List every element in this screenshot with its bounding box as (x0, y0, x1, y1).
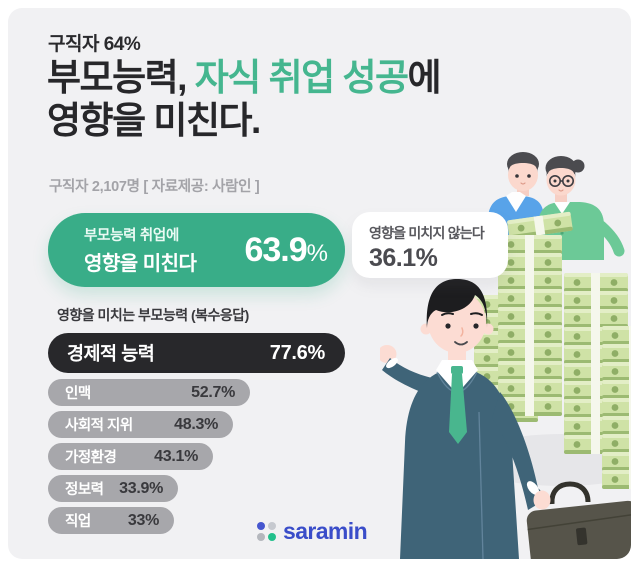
disagree-stat-card: 영향을 미치지 않는다 36.1% (352, 212, 508, 278)
survey-source: 구직자 2,107명 [ 자료제공: 사람인 ] (49, 179, 260, 195)
title-highlight: 자식 취업 성공 (194, 57, 409, 98)
ability-bar: 사회적 지위 48.3% (48, 411, 233, 438)
bar-label: 인맥 (65, 386, 91, 402)
ability-bar: 가정환경 43.1% (48, 443, 213, 470)
page-title: 부모능력, 자식 취업 성공에 영향을 미친다. (47, 56, 442, 143)
infographic-panel: 구직자 64% 부모능력, 자식 취업 성공에 영향을 미친다. 구직자 2,1… (8, 8, 631, 559)
bar-label: 가정환경 (65, 450, 117, 466)
agree-label-line2: 영향을 미친다 (84, 253, 197, 275)
bar-value: 77.6% (269, 341, 326, 364)
ability-bar: 인맥 52.7% (48, 379, 250, 406)
bar-label: 사회적 지위 (65, 418, 133, 434)
ability-bar: 직업 33% (48, 507, 174, 534)
title-prefix: 부모능력, (47, 57, 195, 98)
ability-bar: 경제적 능력 77.6% (48, 333, 345, 373)
ability-bars: 경제적 능력 77.6% 인맥 52.7% 사회적 지위 48.3% 가정환경 43.1% 정보… (48, 333, 345, 539)
illustration (380, 152, 631, 559)
ability-bar: 정보력 33.9% (48, 475, 178, 502)
agree-value: 63.9% (244, 230, 328, 269)
saramin-logo-text: saramin (283, 518, 368, 544)
bar-label: 경제적 능력 (67, 343, 155, 364)
brand-dot (268, 522, 276, 530)
bar-label: 정보력 (65, 482, 104, 498)
percent-sign: % (306, 239, 328, 267)
brand-dot (268, 533, 276, 541)
saramin-dots-icon (257, 522, 276, 541)
bar-value: 33.9% (119, 479, 163, 497)
agree-label-line1: 부모능력 취업에 (84, 228, 180, 244)
disagree-value: 36.1% (369, 244, 438, 272)
job-seeker-illustration (380, 279, 631, 559)
bar-value: 48.3% (174, 415, 218, 433)
agree-label: 부모능력 취업에 영향을 미친다 (84, 224, 197, 276)
agree-stat-card: 부모능력 취업에 영향을 미친다 63.9% (48, 213, 345, 287)
title-suffix: 에 (407, 57, 442, 98)
bar-value: 43.1% (154, 447, 198, 465)
bar-value: 52.7% (191, 383, 235, 401)
saramin-logo: saramin (257, 518, 368, 545)
disagree-label: 영향을 미치지 않는다 (369, 225, 485, 241)
brand-dot (257, 522, 265, 530)
bar-value: 33% (127, 511, 159, 529)
brand-dot (257, 533, 265, 541)
bar-section-heading: 영향을 미치는 부모능력 (복수응답) (57, 307, 249, 323)
title-line2: 영향을 미친다. (47, 100, 261, 142)
bar-label: 직업 (65, 514, 91, 530)
kicker-stat: 구직자 64% (48, 34, 141, 55)
briefcase-illustration (526, 481, 631, 559)
